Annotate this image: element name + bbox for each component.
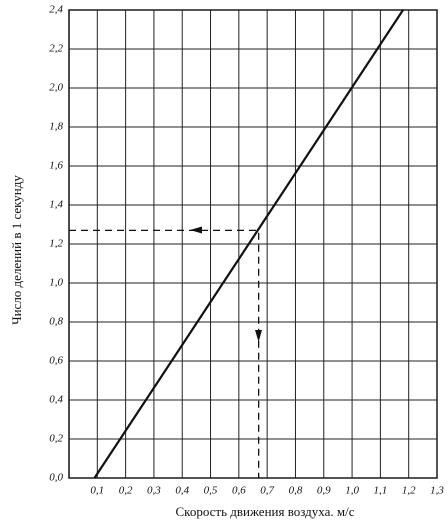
x-tick-label: 1,1 xyxy=(374,485,388,497)
x-tick-label: 0,5 xyxy=(204,485,218,497)
y-tick-label: 2,4 xyxy=(49,4,63,16)
x-tick-label: 0,8 xyxy=(289,485,303,497)
arrow-down xyxy=(255,330,262,342)
x-tick-label: 0,3 xyxy=(147,485,161,497)
x-tick-label: 0,7 xyxy=(260,485,274,497)
y-tick-label: 0,2 xyxy=(49,433,63,445)
x-tick-label: 1,3 xyxy=(430,485,444,497)
y-tick-label: 1,4 xyxy=(49,199,63,211)
y-tick-label: 1,8 xyxy=(49,121,63,133)
x-axis-title: Скорость движения воздуха. м/с xyxy=(176,504,355,519)
y-tick-label: 0,0 xyxy=(49,472,63,484)
y-tick-label: 2,2 xyxy=(49,43,63,55)
x-tick-label: 0,9 xyxy=(317,485,331,497)
y-tick-label: 1,6 xyxy=(49,160,63,172)
y-tick-label: 0,4 xyxy=(49,394,63,406)
x-tick-label: 0,4 xyxy=(175,485,189,497)
x-tick-label: 0,6 xyxy=(232,485,246,497)
x-tick-label: 0,2 xyxy=(119,485,133,497)
y-tick-label: 1,2 xyxy=(49,238,63,250)
x-tick-label: 1,0 xyxy=(345,485,359,497)
y-axis-title: Число делений в 1 секунду xyxy=(9,175,24,325)
x-tick-label: 0,1 xyxy=(90,485,104,497)
x-tick-label: 1,2 xyxy=(402,485,416,497)
dashed-guide xyxy=(69,229,260,478)
y-tick-label: 2,0 xyxy=(49,82,63,94)
line xyxy=(93,9,404,479)
y-tick-label: 1,0 xyxy=(49,277,63,289)
y-tick-label: 0,6 xyxy=(49,355,63,367)
y-tick-label: 0,8 xyxy=(49,316,63,328)
